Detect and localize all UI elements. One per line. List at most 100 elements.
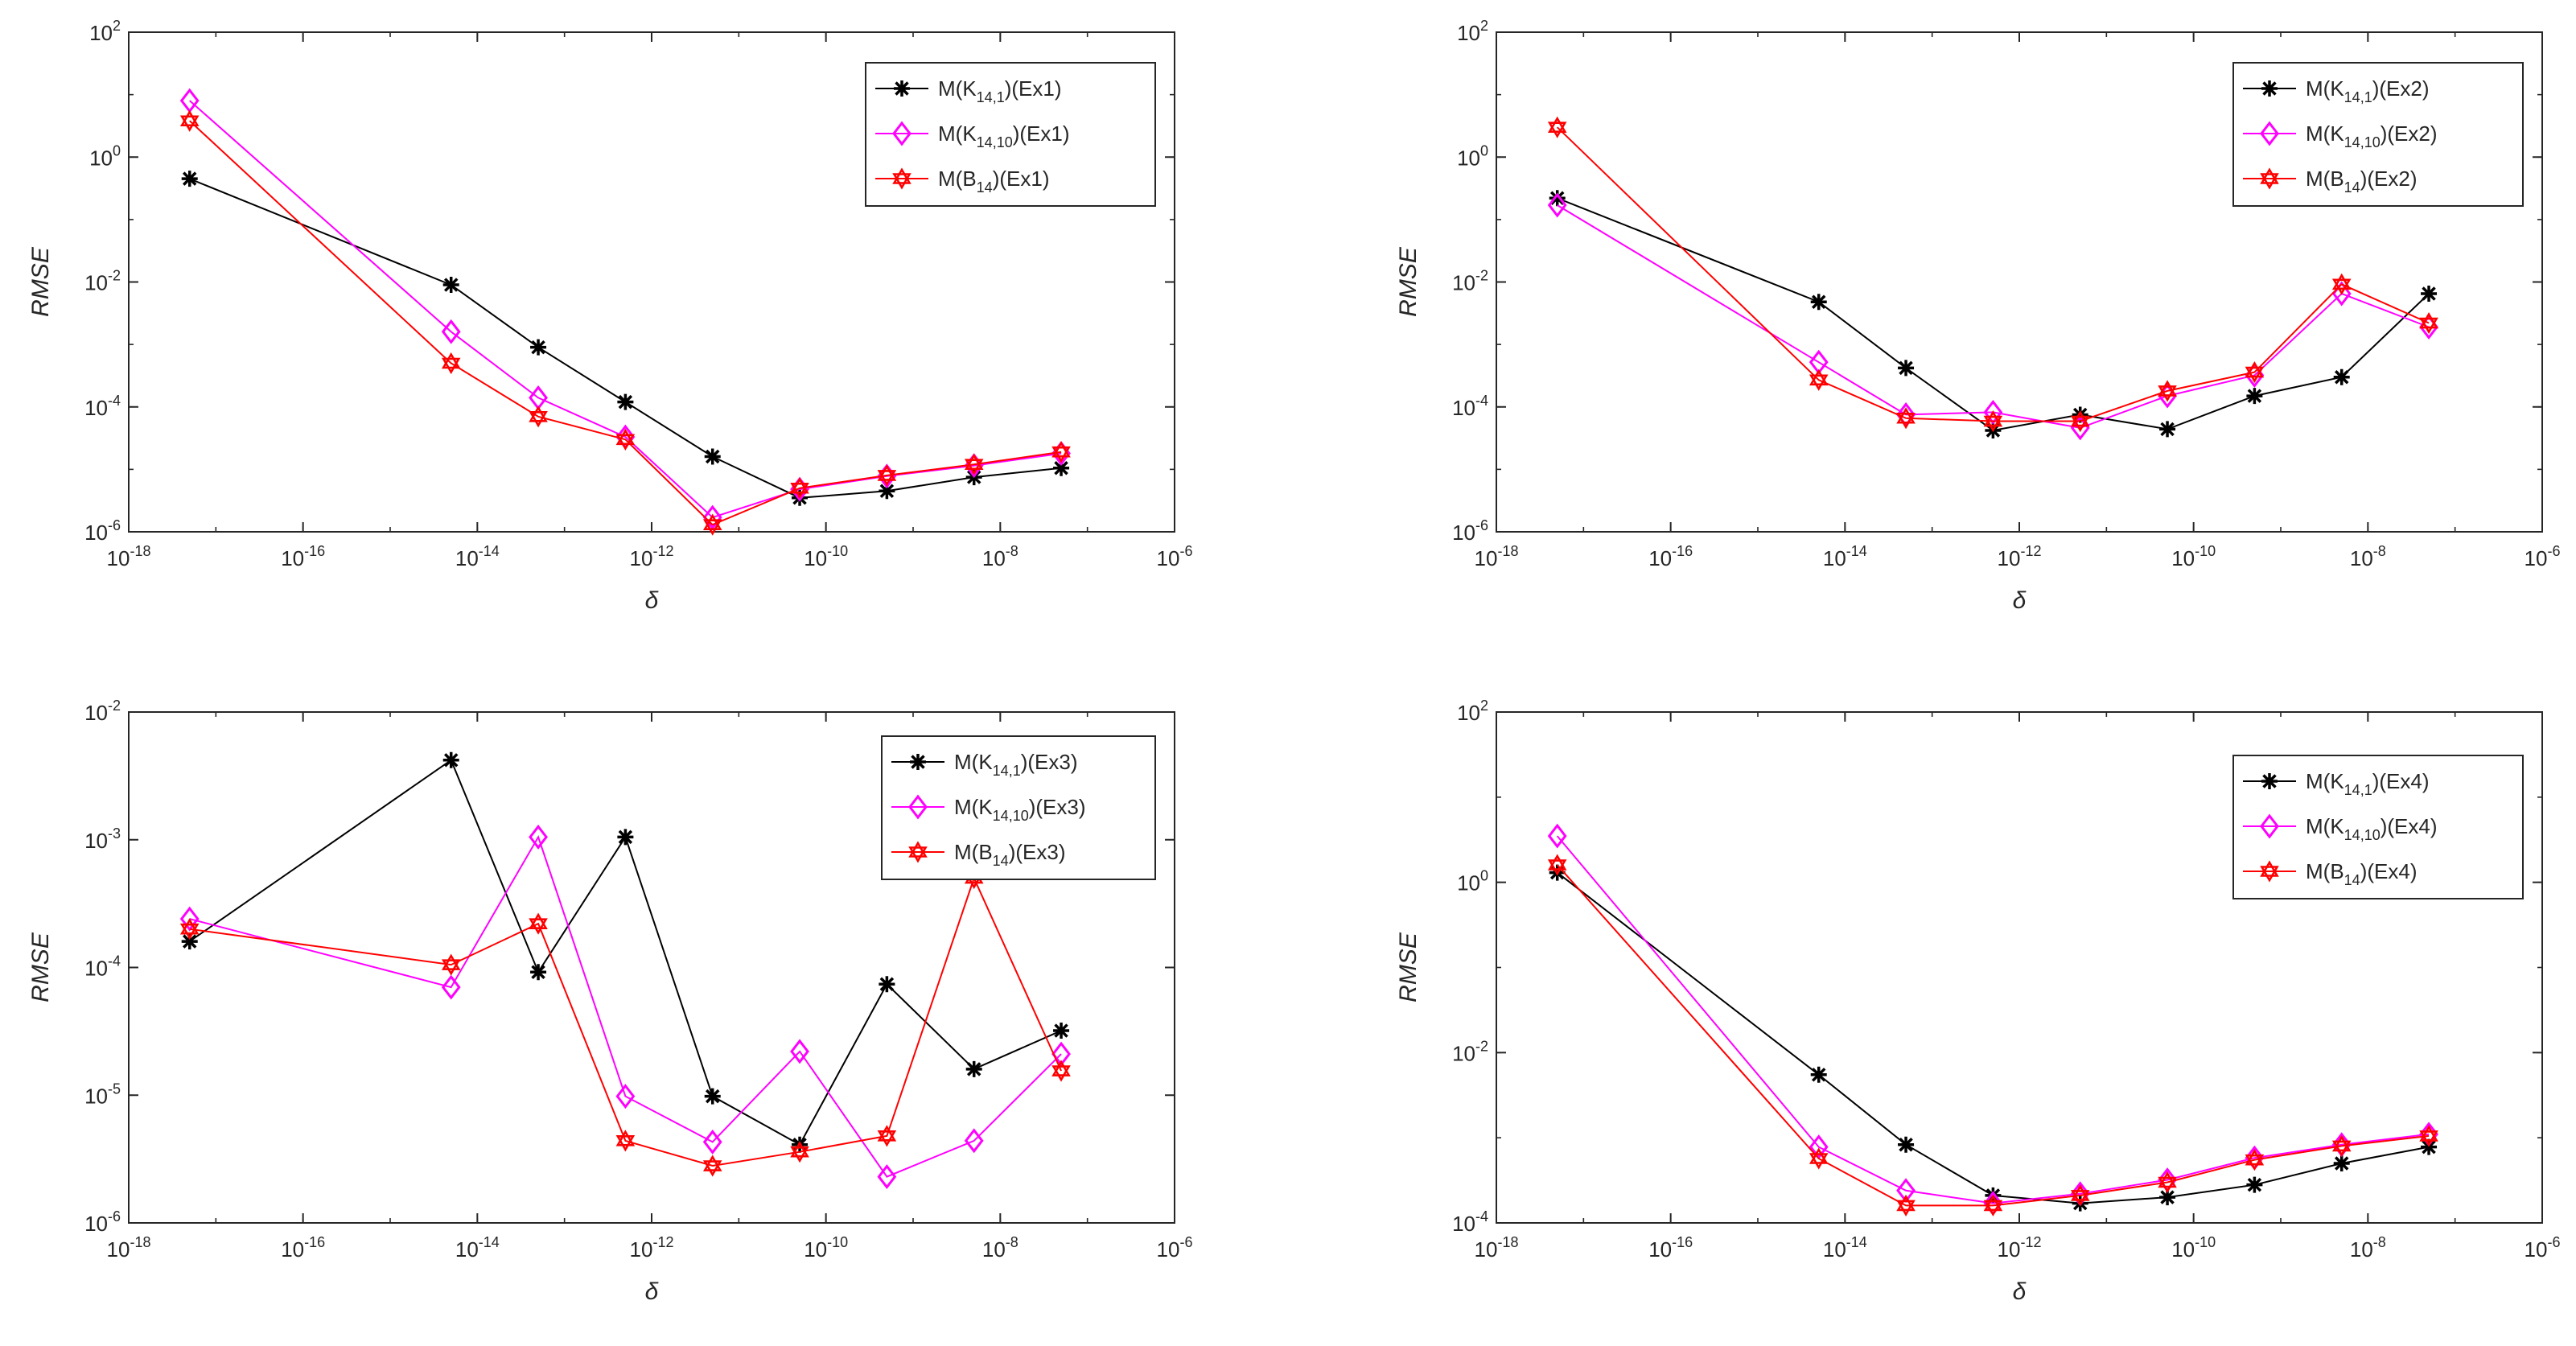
data-point [1898, 360, 1915, 377]
x-tick-label: 10-6 [1157, 1234, 1193, 1262]
subplot-lower-left: 10-18 10-16 10-14 10-12 10-10 10-8 10-6 10-6 10-… [27, 698, 1192, 1305]
data-point [2333, 368, 2350, 385]
legend: M(K14,1)(Ex1) M(K14,10)(Ex1) M(B14)(Ex1) [865, 62, 1156, 207]
x-tick-label: 10-18 [1475, 1234, 1519, 1262]
x-tick-label: 10-18 [107, 543, 151, 570]
legend-marker [908, 841, 928, 863]
legend-marker [2260, 860, 2279, 883]
data-point [790, 1039, 809, 1064]
x-tick-label: 10-18 [1475, 543, 1519, 570]
series-2 [179, 824, 1071, 1190]
data-point [2159, 421, 2176, 438]
legend-label: M(B14)(Ex2) [2306, 167, 2417, 196]
data-point [2245, 360, 2265, 384]
legend-label: M(K14,1)(Ex4) [2306, 769, 2430, 798]
legend-label: M(B14)(Ex4) [2306, 859, 2417, 888]
data-point [1547, 192, 1567, 218]
data-point [2072, 406, 2088, 423]
data-point [1809, 368, 1829, 391]
data-point [2245, 1149, 2265, 1171]
data-point [2419, 1125, 2438, 1147]
data-point [1051, 1060, 1071, 1082]
data-point [179, 109, 200, 132]
x-tick-label: 10-14 [455, 1234, 500, 1262]
y-tick-label: 100 [1457, 868, 1488, 895]
x-tick-label: 10-16 [281, 1234, 325, 1262]
data-point [1983, 399, 2003, 425]
data-point [2419, 311, 2438, 335]
data-point [2246, 388, 2263, 405]
series-line [189, 834, 1062, 1178]
y-tick-label: 102 [1457, 18, 1488, 45]
data-point [790, 477, 809, 500]
data-point [879, 483, 895, 500]
x-tick-label: 10-6 [1157, 543, 1193, 570]
legend-label: M(K14,10)(Ex2) [2306, 121, 2438, 150]
legend-marker [2261, 773, 2278, 789]
legend-entry: M(K14,10)(Ex2) [2243, 121, 2438, 150]
data-point [1810, 1066, 1827, 1083]
legend-marker [910, 754, 926, 770]
x-axis-label: δ [645, 1278, 659, 1305]
legend-entry: M(K14,1)(Ex3) [891, 750, 1078, 779]
series-3 [179, 866, 1071, 1177]
x-tick-label: 10-8 [982, 1234, 1018, 1262]
data-point [530, 339, 547, 356]
series-3 [179, 109, 1071, 536]
y-tick-label: 100 [1457, 142, 1488, 170]
legend-marker [2260, 167, 2279, 190]
data-point [2159, 1189, 2176, 1206]
data-point [2158, 1171, 2177, 1194]
data-point [181, 171, 198, 187]
data-point [181, 933, 198, 950]
legend-entry: M(K14,1)(Ex4) [2243, 769, 2430, 798]
data-point [2331, 273, 2352, 295]
legend-marker [892, 167, 911, 190]
y-axis-label: RMSE [1395, 932, 1422, 1002]
data-point [964, 1128, 984, 1154]
data-point [877, 1125, 897, 1147]
data-point [790, 1141, 809, 1163]
data-point [615, 1084, 636, 1109]
legend-entry: M(B14)(Ex4) [2243, 859, 2417, 888]
data-point [529, 824, 548, 850]
y-tick-label: 10-4 [1452, 393, 1488, 420]
legend: M(K14,1)(Ex3) M(K14,10)(Ex3) M(B14)(Ex3) [881, 735, 1156, 880]
y-tick-label: 10-2 [84, 268, 121, 295]
x-axis-label: δ [2013, 1278, 2027, 1305]
data-point [877, 464, 897, 487]
series-3 [1547, 116, 2438, 433]
legend: M(K14,1)(Ex4) M(K14,10)(Ex4) M(B14)(Ex4) [2232, 755, 2524, 899]
data-point [2421, 286, 2438, 303]
x-tick-label: 10-16 [281, 543, 325, 570]
data-point [1547, 116, 1567, 138]
data-point [441, 319, 461, 344]
data-point [2421, 1138, 2438, 1155]
legend-entry: M(B14)(Ex3) [891, 840, 1065, 869]
data-point [702, 1129, 722, 1155]
legend-marker [2261, 80, 2278, 97]
x-tick-label: 10-16 [1648, 543, 1693, 570]
legend-marker [2260, 813, 2279, 839]
data-point [441, 953, 461, 976]
data-point [442, 277, 459, 294]
y-tick-label: 10-6 [84, 1208, 121, 1236]
legend-label: M(K14,10)(Ex3) [954, 795, 1086, 824]
x-tick-label: 10-6 [2525, 543, 2561, 570]
data-point [1051, 441, 1071, 463]
x-tick-label: 10-12 [630, 1234, 674, 1262]
series-2 [1547, 192, 2438, 441]
data-point [964, 453, 984, 475]
y-tick-label: 10-2 [1452, 268, 1488, 295]
y-tick-label: 100 [89, 142, 121, 170]
data-point [2246, 1176, 2263, 1193]
data-point [1547, 823, 1567, 849]
legend-label: M(K14,10)(Ex4) [2306, 814, 2438, 843]
legend-entry: M(K14,1)(Ex1) [875, 76, 1062, 105]
series-line [189, 875, 1063, 1167]
subplot-lower-right: 10-18 10-16 10-14 10-12 10-10 10-8 10-6 10-4 10-… [1395, 698, 2560, 1305]
data-point [1983, 410, 2003, 433]
y-tick-label: 102 [89, 18, 121, 45]
data-point [2070, 1184, 2090, 1207]
